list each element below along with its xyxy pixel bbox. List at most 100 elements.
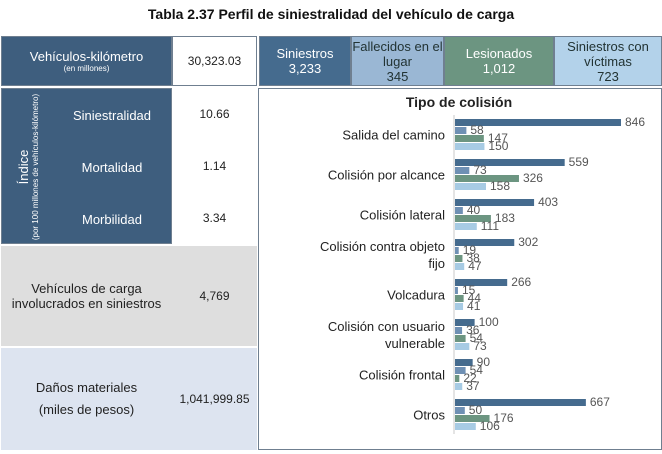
category-label: Colisión frontal [359, 368, 445, 383]
indice-row-morbilidad-value: 3.34 [172, 192, 257, 244]
bar [455, 215, 491, 222]
bar [455, 119, 621, 126]
bar [455, 263, 465, 270]
bar [455, 223, 477, 230]
category-label: Colisión con usuario [328, 319, 445, 334]
bar [455, 319, 475, 326]
bar-value-label: 158 [490, 179, 510, 193]
category-label: fijo [428, 256, 445, 271]
bar [455, 383, 463, 390]
danos-value: 1,041,999.85 [172, 348, 257, 450]
category-label: Colisión lateral [360, 208, 445, 223]
category-label: Otros [413, 408, 445, 423]
bar [455, 415, 490, 422]
summary-siniestros-name: Siniestros [276, 46, 334, 61]
category-label: Colisión contra objeto [320, 239, 445, 254]
bar-value-label: 106 [480, 419, 500, 433]
bar [455, 199, 535, 206]
indice-block: Índice (por 100 millones de vehículos-ki… [1, 88, 172, 244]
bar-value-label: 47 [468, 259, 482, 273]
summary-lesionados-value: 1,012 [482, 61, 516, 76]
vehiculos-km-label-cell: Vehículos-kilómetro (en millones) [1, 36, 172, 86]
chart-panel: Tipo de colisión Salida del camino 846 58 1… [258, 88, 662, 450]
bar [455, 407, 465, 414]
bar-value-label: 846 [625, 115, 645, 129]
category-label: Colisión por alcance [328, 168, 445, 183]
vehiculos-km-sub: (en millones) [63, 64, 110, 73]
indice-row-mortalidad-label: Mortalidad [81, 159, 143, 175]
bar [455, 143, 485, 150]
bar [455, 279, 508, 286]
collision-chart: Tipo de colisión Salida del camino 846 58 1… [320, 94, 645, 434]
indice-sub: (por 100 millones de vehículos-kilómetro… [31, 93, 40, 241]
summary-victimas-value: 723 [597, 68, 619, 84]
bar-value-label: 54 [470, 363, 484, 377]
bar [455, 239, 515, 246]
bar-value-label: 22 [463, 371, 477, 385]
bar-value-label: 41 [467, 299, 481, 313]
bar [455, 159, 565, 166]
bar-value-label: 19 [463, 243, 477, 257]
indice-vertical-label: Índice (por 100 millones de vehículos-ki… [16, 89, 53, 245]
summary-siniestros-value: 3,233 [288, 61, 322, 76]
bar-value-label: 73 [473, 339, 487, 353]
bar [455, 183, 487, 190]
bar-value-label: 58 [470, 123, 484, 137]
danos-label: Daños materiales [35, 380, 138, 395]
bar [455, 175, 519, 182]
chart-title: Tipo de colisión [406, 94, 512, 110]
summary-fallecidos: Fallecidos en el lugar 345 [351, 36, 444, 86]
summary-lesionados: Lesionados 1,012 [444, 36, 554, 86]
indice-label: Índice [16, 149, 31, 185]
danos-label-cell: Daños materiales (miles de pesos) [1, 348, 172, 450]
summary-victimas-name: Siniestros con víctimas [567, 38, 649, 69]
category-label: vulnerable [385, 336, 445, 351]
bar [455, 287, 458, 294]
bar [455, 367, 466, 374]
vehiculos-km-value: 30,323.03 [172, 36, 257, 86]
bar-value-label: 111 [481, 219, 500, 233]
bar [455, 343, 470, 350]
indice-row-siniestralidad-value: 10.66 [172, 88, 257, 140]
summary-fallecidos-name: Fallecidos en el lugar [352, 38, 443, 69]
bar-value-label: 183 [495, 211, 515, 225]
bar-value-label: 667 [590, 395, 610, 409]
vehiculos-km-label: Vehículos-kilómetro [29, 49, 144, 64]
category-label: Volcadura [387, 288, 446, 303]
bar-value-label: 44 [468, 291, 482, 305]
bar [455, 303, 464, 310]
bar [455, 295, 464, 302]
bar [455, 127, 467, 134]
bar [455, 247, 459, 254]
bar [455, 335, 466, 342]
bar [455, 327, 463, 334]
bar [455, 167, 470, 174]
indice-row-mortalidad-value: 1.14 [172, 140, 257, 192]
category-label: Salida del camino [342, 128, 445, 143]
summary-siniestros-victimas: Siniestros con víctimas 723 [554, 36, 662, 86]
indice-row-siniestralidad-label: Siniestralidad [72, 107, 152, 123]
bar-value-label: 100 [479, 315, 499, 329]
bar [455, 255, 463, 262]
bar-value-label: 37 [466, 379, 480, 393]
indice-row-morbilidad-label: Morbilidad [82, 211, 142, 227]
bar [455, 207, 463, 214]
bar-value-label: 90 [477, 355, 491, 369]
bar-value-label: 150 [488, 139, 508, 153]
bar-value-label: 326 [523, 171, 543, 185]
bar-value-label: 176 [494, 411, 514, 425]
table-title: Tabla 2.37 Perfil de siniestralidad del … [147, 6, 515, 22]
bar-value-label: 559 [569, 155, 589, 169]
vehiculos-carga-value: 4,769 [172, 246, 257, 346]
bar [455, 359, 473, 366]
bar-value-label: 302 [518, 235, 538, 249]
bar [455, 135, 484, 142]
danos-sub: (miles de pesos) [38, 402, 135, 417]
bar-value-label: 50 [469, 403, 483, 417]
bar-value-label: 73 [473, 163, 487, 177]
summary-lesionados-name: Lesionados [465, 46, 533, 61]
bar-value-label: 54 [470, 331, 484, 345]
bar [455, 423, 476, 430]
bar-value-label: 36 [466, 323, 480, 337]
bar [455, 375, 460, 382]
